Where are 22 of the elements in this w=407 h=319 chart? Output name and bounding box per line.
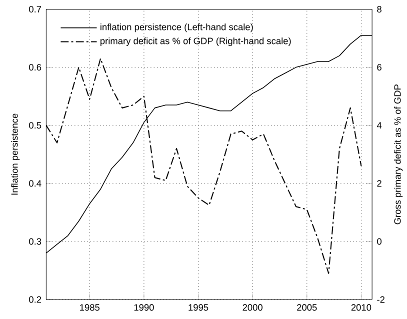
x-tick-label: 2000 [242, 304, 262, 311]
y-tick-label: 0.4 [29, 180, 42, 187]
y-tick-label: 0.6 [29, 64, 42, 70]
y2-tick-label: 2 [377, 180, 382, 186]
y2-tick-label: 4 [376, 122, 382, 128]
x-tick-label: 2005 [297, 304, 317, 311]
x-tick-label: 2010 [351, 304, 372, 311]
legend-label: primary deficit as % of GDP (Right-hand scale) [100, 37, 291, 46]
y-tick-label: 0.3 [29, 238, 42, 245]
x-tick-label: 1985 [80, 304, 100, 311]
y-tick-label: 0.5 [29, 122, 42, 128]
y2-tick-label: -2 [377, 296, 384, 303]
x-tick-label: 1995 [188, 304, 208, 311]
y-tick-label: 0.7 [29, 6, 42, 12]
y2-axis-title: Gross primary deficit as % of GDP [394, 84, 403, 224]
y-tick-label: 0.2 [29, 296, 42, 303]
legend-label: inflation persistence (Left-hand scale) [100, 23, 253, 32]
y2-tick-label: 6 [377, 64, 382, 70]
y-axis-title: Inflation persistence [11, 114, 20, 194]
y2-tick-label: 8 [377, 6, 382, 12]
y2-tick-label: 0 [377, 238, 382, 245]
x-tick-label: 1990 [134, 304, 154, 311]
